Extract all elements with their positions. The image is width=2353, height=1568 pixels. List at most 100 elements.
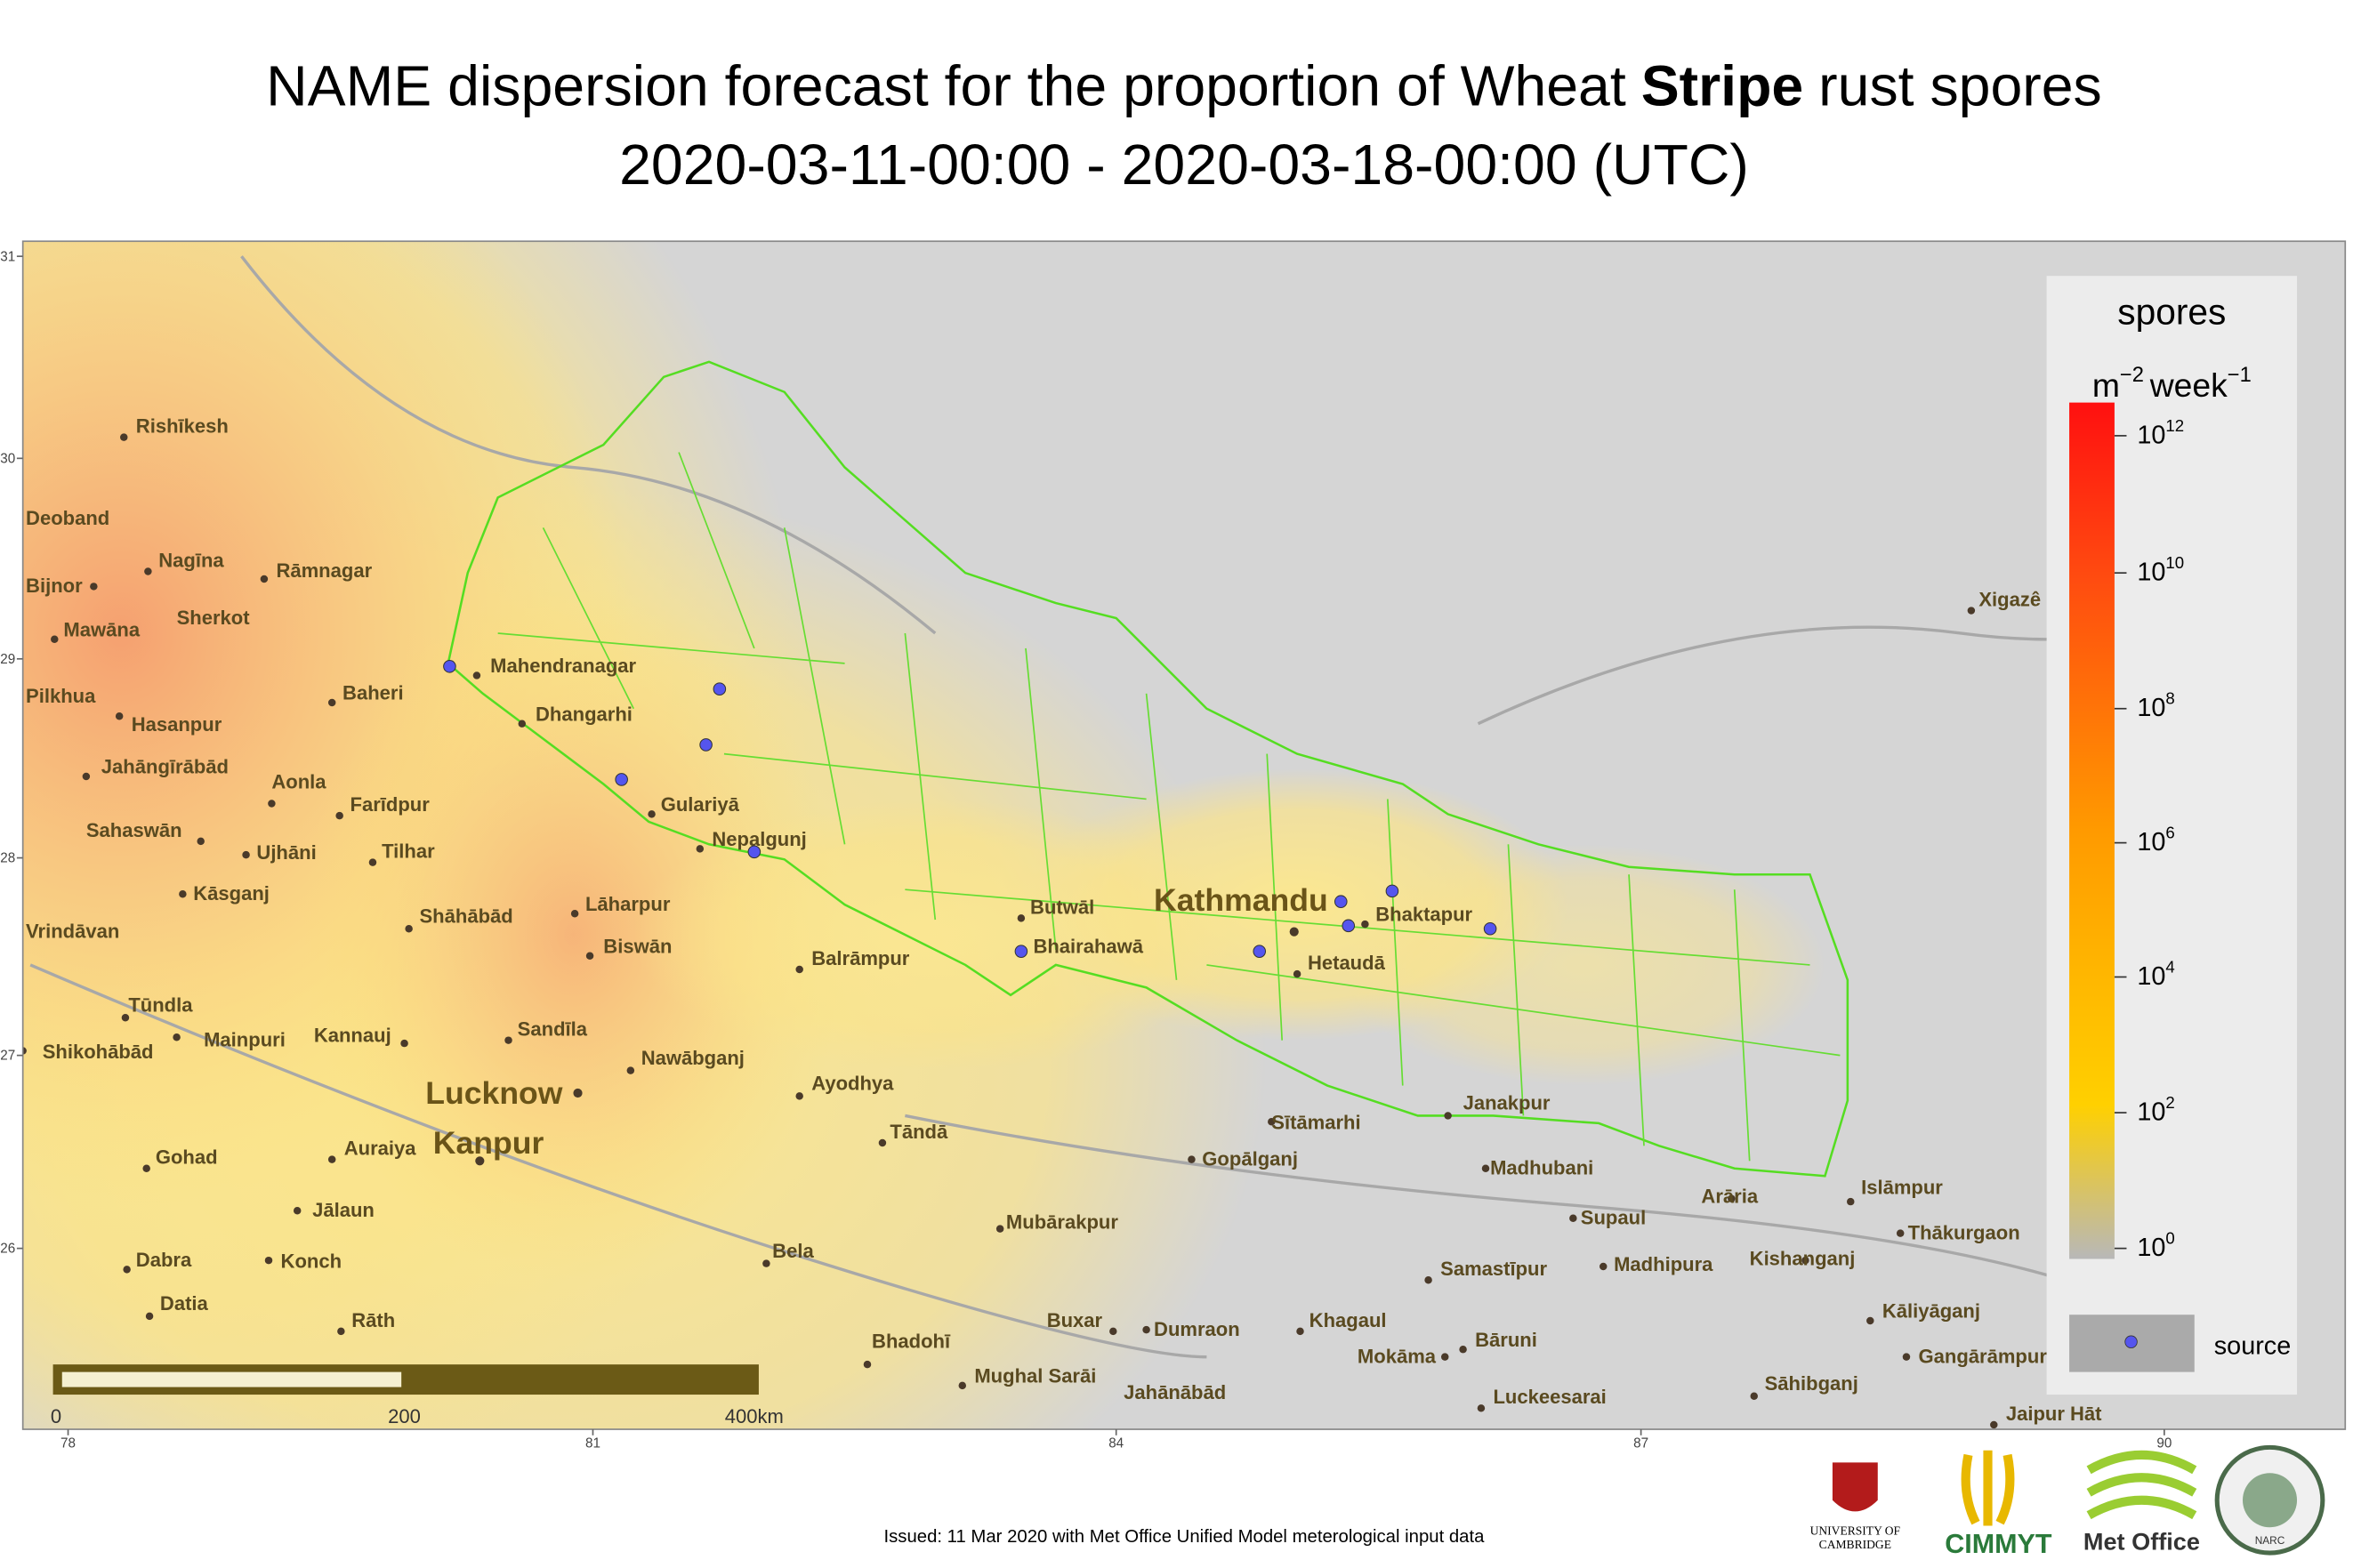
tick-exp: 2 (2165, 1093, 2174, 1112)
place-dot (173, 1033, 181, 1041)
x-tick-label: 84 (1108, 1435, 1124, 1451)
place-dot (242, 850, 250, 859)
place-dot (995, 1225, 1004, 1233)
place-label: Farīdpur (351, 793, 431, 816)
tick-base: 10 (2137, 962, 2165, 991)
place-label: Nawābganj (641, 1047, 745, 1069)
place-label: Mawāna (63, 618, 140, 640)
place-label: Mahendranagar (490, 655, 636, 677)
place-dot (1444, 1112, 1452, 1120)
place-dot (121, 1014, 130, 1022)
tick-exp: 6 (2165, 824, 2174, 842)
map-frame (21, 240, 2347, 1430)
place-label: Sherkot (177, 607, 251, 629)
place-label: Deoband (26, 507, 109, 529)
tick-base: 10 (2137, 694, 2165, 722)
x-tick-label: 87 (1633, 1435, 1648, 1451)
tick-base: 10 (2137, 421, 2165, 449)
place-label: Supaul (1581, 1206, 1646, 1228)
place-label: Luckeesarai (1493, 1386, 1606, 1408)
heat (1342, 844, 1825, 1086)
place-dot (293, 1207, 302, 1215)
metoffice-mark (2086, 1450, 2197, 1520)
source-key-dot (2124, 1335, 2138, 1348)
place-dot (1990, 1420, 1998, 1429)
tick-exp: 10 (2165, 553, 2184, 572)
place-dot (115, 712, 124, 720)
y-tick-label: 30 (0, 451, 15, 466)
place-label: Bhadohī (872, 1331, 951, 1353)
y-tick-label: 26 (0, 1242, 15, 1257)
cimmyt-mark (1961, 1450, 2015, 1526)
heat (302, 588, 845, 1282)
unit-text: m (2092, 366, 2120, 404)
place-label: Janakpur (1463, 1092, 1551, 1114)
scale-label: 200 (388, 1405, 421, 1427)
tick-base: 10 (2137, 1234, 2165, 1262)
place-label: Sāhibganj (1765, 1372, 1858, 1395)
place-dot (1293, 969, 1301, 978)
place-label: Vrindāvan (26, 920, 119, 942)
place-dot (1847, 1197, 1855, 1206)
y-tick-label: 31 (0, 249, 15, 264)
place-dot (1441, 1353, 1449, 1361)
place-label: Madhipura (1614, 1253, 1713, 1275)
place-label: Nepalgunj (712, 828, 806, 850)
place-label: Kāliyāganj (1882, 1300, 1980, 1323)
place-label: Butwāl (1030, 896, 1094, 918)
place-dot (327, 698, 336, 707)
place-label: Sītāmarhi (1271, 1112, 1360, 1134)
title-text: rust spores (1818, 54, 2102, 118)
logo-text: UNIVERSITY OF (1810, 1524, 1901, 1538)
place-label: Nagīna (158, 549, 224, 571)
place-dot (1728, 1194, 1736, 1202)
place-dot (1289, 927, 1299, 937)
source-point (699, 738, 713, 752)
legend: spores m−2 week−1 source 1012101010810610… (2046, 276, 2298, 1395)
tick-exp: 4 (2165, 957, 2174, 976)
source-point (1334, 895, 1348, 909)
place-dot (585, 952, 594, 960)
scale-label: 400km (725, 1405, 784, 1427)
place-label: Bela (772, 1240, 814, 1262)
colorbar-tick-label: 108 (2137, 689, 2174, 723)
place-dot (504, 1036, 512, 1044)
place-dot (1569, 1214, 1577, 1222)
place-dot (958, 1381, 967, 1390)
place-dot (22, 1047, 27, 1055)
place-dot (1902, 1353, 1911, 1361)
place-label: Auraiya (344, 1138, 417, 1160)
place-label: Madhubani (1490, 1157, 1593, 1179)
place-dot (762, 1259, 770, 1267)
issued-text: Issued: 11 Mar 2020 with Met Office Unif… (883, 1527, 1485, 1547)
unit-exp: −1 (2228, 364, 2252, 387)
place-dot (120, 433, 128, 441)
place-label: Islāmpur (1861, 1177, 1943, 1199)
place-label: Bhairahawā (1033, 935, 1143, 957)
place-dot (1750, 1392, 1758, 1400)
place-dot (368, 858, 377, 866)
title-text: NAME dispersion forecast for the proport… (266, 54, 1626, 118)
place-label: Rāmnagar (276, 559, 372, 582)
river (29, 255, 2264, 1359)
place-label: Hasanpur (132, 713, 222, 736)
place-label: Shikohābād (43, 1041, 154, 1063)
place-label: Bāruni (1475, 1329, 1537, 1351)
place-dot (863, 1360, 872, 1369)
title-line1: NAME dispersion forecast for the proport… (266, 54, 2102, 118)
place-dot (1477, 1404, 1486, 1412)
place-dot (1801, 1256, 1809, 1265)
place-dot (123, 1266, 131, 1274)
place-label: Jahāngīrābād (101, 756, 229, 778)
colorbar-tick-label: 100 (2137, 1229, 2174, 1263)
logo-text: CIMMYT (1945, 1529, 2052, 1559)
place-dot (795, 1092, 803, 1100)
place-label: Sandīla (518, 1018, 588, 1041)
district-lines (497, 452, 1841, 1162)
place-label: Gangārāmpur (1919, 1345, 2048, 1367)
place-dot (264, 1256, 273, 1265)
sources (443, 659, 1497, 958)
place-label: Kishanganj (1750, 1247, 1856, 1269)
